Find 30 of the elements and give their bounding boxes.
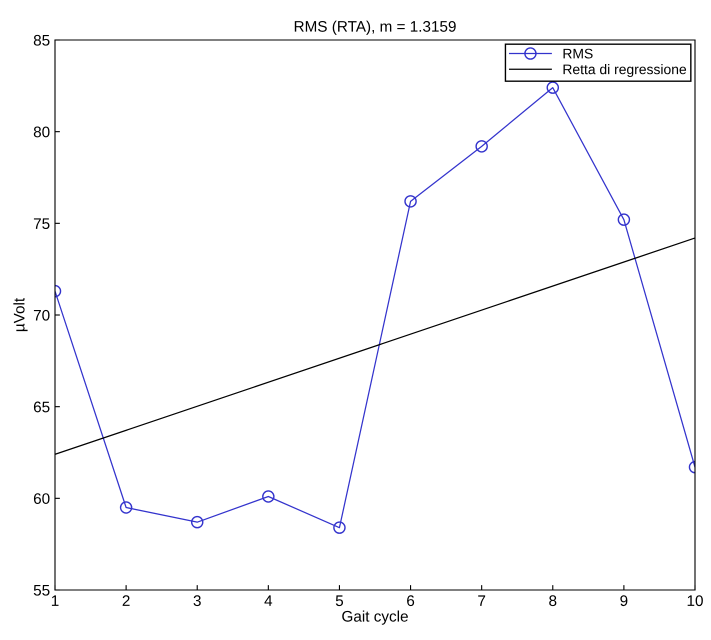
point	[333, 521, 346, 534]
point	[618, 213, 630, 226]
point	[475, 140, 488, 153]
x-axis-title: Gait cycle	[342, 610, 408, 625]
x-tick-label: 9	[620, 595, 628, 606]
x-tick-label: 10	[688, 595, 703, 606]
point	[404, 195, 417, 208]
x-tick-label: 8	[549, 595, 556, 606]
point	[546, 81, 560, 94]
y-tick-label: 70	[34, 310, 50, 321]
point	[262, 490, 275, 503]
point	[120, 501, 132, 514]
chart-title: RMS (RTA), m = 1.3159	[294, 20, 456, 35]
legend-label: Retta di regressione	[564, 64, 686, 78]
y-tick-label: 75	[34, 218, 50, 230]
y-tick-label: 55	[34, 585, 50, 596]
y-axis-title: µVolt	[13, 298, 28, 332]
x-tick-label: 1	[52, 595, 59, 606]
x-tick-label: 7	[478, 595, 486, 606]
y-tick-label: 60	[34, 493, 50, 504]
x-tick-label: 4	[264, 595, 272, 606]
x-tick-label: 2	[122, 595, 130, 606]
y-tick-label: 85	[34, 34, 50, 46]
x-tick-label: 5	[336, 595, 344, 606]
x-tick-label: 3	[194, 595, 201, 606]
x-tick-label: 6	[407, 595, 414, 606]
y-tick-label: 80	[34, 126, 50, 138]
legend-label: RMS	[564, 48, 593, 59]
point	[190, 516, 204, 528]
y-tick-label: 65	[34, 402, 50, 412]
